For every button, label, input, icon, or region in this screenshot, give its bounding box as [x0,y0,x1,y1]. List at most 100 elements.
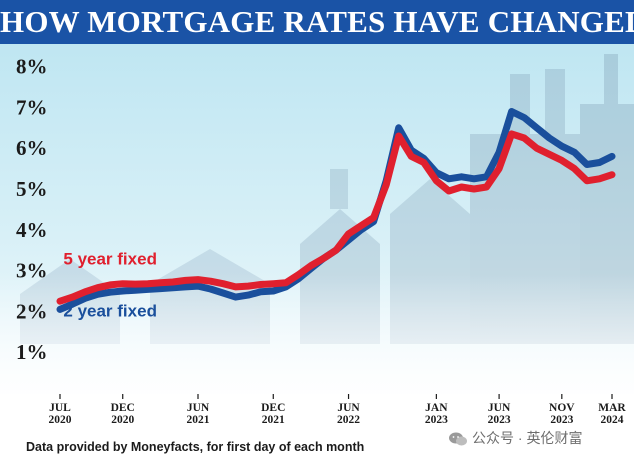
data-point-5-year-fixed [448,190,450,192]
data-point-5-year-fixed [435,180,437,182]
x-tick-label: DEC 2021 [261,402,285,426]
data-point-2-year-fixed [285,286,287,288]
data-point-5-year-fixed [398,135,400,137]
data-point-5-year-fixed [297,274,299,276]
data-point-5-year-fixed [260,283,262,286]
data-point-2-year-fixed [586,163,588,166]
data-point-5-year-fixed [423,161,425,164]
y-tick-label: 8% [16,55,48,79]
data-point-5-year-fixed [235,286,237,288]
data-point-2-year-fixed [398,127,400,129]
data-point-5-year-fixed [222,283,224,285]
y-tick-label: 3% [16,259,48,283]
data-point-5-year-fixed [473,188,475,190]
wechat-icon [449,432,467,446]
line-chart: 1% 2% 3% 4% 5% 6% 7% 8% JUL 2020 DEC 2020 JUN 2021 DE… [0,44,634,426]
data-point-2-year-fixed [523,117,525,119]
data-point-5-year-fixed [598,178,601,180]
data-point-2-year-fixed [84,297,86,299]
data-point-5-year-fixed [586,180,588,182]
data-point-2-year-fixed [122,290,124,292]
data-point-5-year-fixed [310,265,312,267]
source-note: Data provided by Moneyfacts, for first d… [26,440,365,454]
data-point-5-year-fixed [385,184,387,186]
data-point-5-year-fixed [485,186,488,188]
data-point-5-year-fixed [184,279,187,281]
data-point-2-year-fixed [511,110,513,113]
chart-title: HOW MORTGAGE RATES HAVE CHANGED [0,4,634,39]
data-point-2-year-fixed [611,155,613,157]
watermark-text: 公众号 · 英伦财富 [472,430,583,446]
data-point-2-year-fixed [435,172,437,174]
data-point-5-year-fixed [197,278,199,281]
y-tick-label: 7% [16,95,48,119]
data-point-5-year-fixed [373,216,375,219]
x-tick-label: JUN 2023 [488,402,511,426]
data-point-5-year-fixed [410,155,412,157]
data-point-5-year-fixed [209,280,212,282]
x-tick-label: JUL 2020 [49,402,72,426]
series-label-layer: 5 year fixed 2 year fixed [63,249,157,320]
data-point-5-year-fixed [498,168,500,170]
y-tick-label: 2% [16,299,48,323]
data-point-2-year-fixed [134,289,136,291]
data-point-2-year-fixed [536,127,538,129]
data-point-2-year-fixed [59,308,61,310]
x-tick-label: JAN 2023 [425,402,448,426]
data-point-5-year-fixed [611,174,613,176]
data-point-2-year-fixed [448,178,450,180]
data-point-2-year-fixed [473,178,475,180]
data-point-5-year-fixed [335,249,337,251]
data-point-5-year-fixed [247,285,249,287]
data-point-2-year-fixed [573,151,575,153]
x-tick-label: DEC 2020 [111,402,135,426]
y-axis: 1% 2% 3% 4% 5% 6% 7% 8% [16,55,48,365]
data-point-5-year-fixed [59,300,61,302]
data-point-5-year-fixed [272,283,274,285]
data-point-2-year-fixed [97,293,99,295]
data-point-2-year-fixed [498,151,500,153]
data-point-2-year-fixed [209,288,212,290]
data-point-5-year-fixed [360,225,362,227]
x-tick-label: JUN 2022 [337,402,360,426]
data-point-2-year-fixed [71,303,74,305]
data-point-5-year-fixed [84,291,86,293]
data-point-5-year-fixed [573,168,575,170]
data-point-5-year-fixed [561,159,563,162]
data-point-2-year-fixed [235,296,237,298]
y-tick-label: 4% [16,218,48,242]
series-label: 5 year fixed [63,249,157,268]
data-point-5-year-fixed [511,133,513,135]
data-point-2-year-fixed [247,294,249,296]
data-point-5-year-fixed [285,282,287,284]
data-point-2-year-fixed [561,145,563,147]
data-point-5-year-fixed [460,186,463,188]
x-tick-label: NOV 2023 [549,402,575,426]
title-bar: HOW MORTGAGE RATES HAVE CHANGED [0,0,634,44]
watermark: 公众号 · 英伦财富 [448,428,582,448]
data-point-2-year-fixed [598,161,601,164]
x-axis: JUL 2020 DEC 2020 JUN 2021 DEC 2021 JUN 2022 JAN 20… [49,394,626,426]
data-point-5-year-fixed [97,287,99,289]
series-label: 2 year fixed [63,301,157,320]
data-point-2-year-fixed [548,137,550,139]
series-layer [56,108,616,313]
data-point-2-year-fixed [485,176,488,178]
data-point-5-year-fixed [159,282,161,284]
data-point-2-year-fixed [197,285,199,287]
data-point-5-year-fixed [548,153,550,155]
x-tick-label: JUN 2021 [187,402,210,426]
y-tick-label: 5% [16,177,48,201]
data-point-2-year-fixed [109,291,111,293]
data-point-2-year-fixed [184,286,187,288]
x-tick-label: MAR 2024 [598,402,626,426]
data-point-2-year-fixed [460,176,463,178]
y-tick-label: 6% [16,136,48,160]
data-point-2-year-fixed [222,292,224,294]
data-point-5-year-fixed [172,281,174,283]
data-point-2-year-fixed [159,287,161,290]
data-point-5-year-fixed [147,283,149,285]
data-point-5-year-fixed [347,233,350,235]
data-point-5-year-fixed [134,283,136,285]
